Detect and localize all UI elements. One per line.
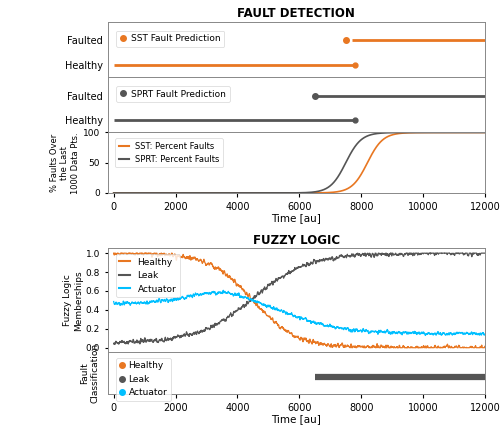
Y-axis label: Fault
Classification: Fault Classification bbox=[80, 343, 100, 403]
Title: FAULT DETECTION: FAULT DETECTION bbox=[238, 7, 355, 20]
X-axis label: Time [au]: Time [au] bbox=[272, 213, 321, 223]
X-axis label: Time [au]: Time [au] bbox=[272, 414, 321, 424]
Y-axis label: % Faults Over
the Last
1000 Data Pts.: % Faults Over the Last 1000 Data Pts. bbox=[50, 132, 80, 194]
Title: FUZZY LOGIC: FUZZY LOGIC bbox=[252, 234, 340, 247]
Legend: SST: Percent Faults, SPRT: Percent Faults: SST: Percent Faults, SPRT: Percent Fault… bbox=[116, 139, 223, 167]
Legend: SST Fault Prediction: SST Fault Prediction bbox=[116, 31, 224, 47]
Legend: Healthy, Leak, Actuator: Healthy, Leak, Actuator bbox=[116, 358, 171, 401]
Y-axis label: Fuzzy Logic
Memberships: Fuzzy Logic Memberships bbox=[64, 270, 82, 331]
Legend: Healthy, Leak, Actuator: Healthy, Leak, Actuator bbox=[116, 254, 180, 297]
Legend: SPRT Fault Prediction: SPRT Fault Prediction bbox=[116, 86, 230, 102]
